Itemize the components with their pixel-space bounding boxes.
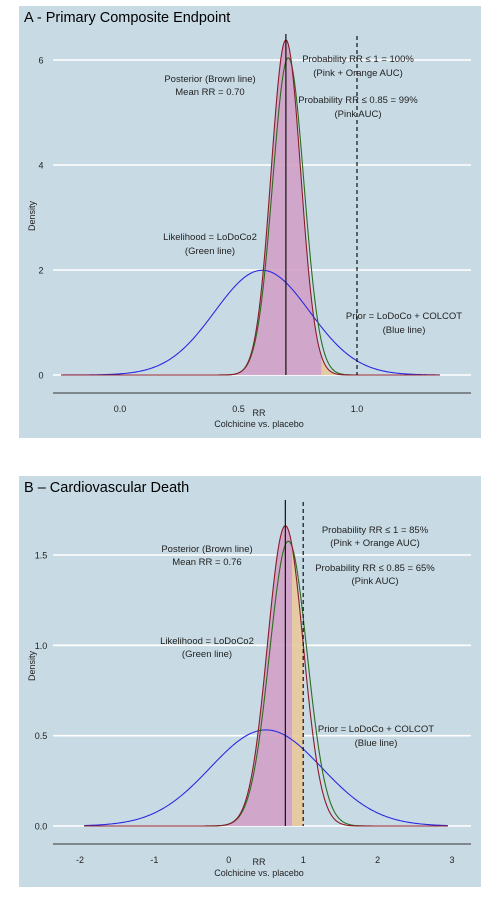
probability-rr1-sub-annotation: (Pink + Orange AUC) <box>330 538 420 549</box>
y-tick-label: 0.5 <box>35 731 48 741</box>
posterior-mean-annotation: Mean RR = 0.70 <box>175 87 244 98</box>
x-tick-label: -1 <box>150 855 158 865</box>
probability-rr1-annotation: Probability RR ≤ 1 = 85% <box>322 525 429 536</box>
prior-sub-annotation: (Blue line) <box>355 738 398 749</box>
chart-title: B – Cardiovascular Death <box>24 480 190 496</box>
prior-annotation: Prior = LoDoCo + COLCOT <box>346 311 462 322</box>
y-tick-label: 0.0 <box>35 822 48 832</box>
orange-auc-area <box>321 356 357 375</box>
likelihood-sub-annotation: (Green line) <box>182 649 232 660</box>
y-tick-label: 2 <box>38 266 43 276</box>
x-tick-label: 1 <box>301 855 306 865</box>
likelihood-annotation: Likelihood = LoDoCo2 <box>163 232 257 243</box>
posterior-annotation: Posterior (Brown line) <box>161 544 252 555</box>
y-axis-label: Density <box>27 650 37 681</box>
y-tick-label: 1.0 <box>35 641 48 651</box>
x-tick-label: 1.0 <box>351 404 364 414</box>
posterior-mean-annotation: Mean RR = 0.76 <box>172 557 241 568</box>
x-tick-label: 3 <box>449 855 454 865</box>
x-axis-label: RR <box>253 408 266 418</box>
likelihood-annotation: Likelihood = LoDoCo2 <box>160 636 254 647</box>
likelihood-sub-annotation: (Green line) <box>185 246 235 257</box>
probability-rr1-sub-annotation: (Pink + Orange AUC) <box>313 68 403 79</box>
probability-rr1-annotation: Probability RR ≤ 1 = 100% <box>302 54 414 65</box>
y-axis-label: Density <box>27 200 37 231</box>
x-axis-label: RR <box>253 857 266 867</box>
chart-title: A - Primary Composite Endpoint <box>24 10 231 26</box>
y-tick-label: 0 <box>38 371 43 381</box>
x-tick-label: 0 <box>226 855 231 865</box>
posterior-annotation: Posterior (Brown line) <box>164 74 255 85</box>
x-axis-label-2: Colchicine vs. placebo <box>214 868 304 878</box>
x-tick-label: 2 <box>375 855 380 865</box>
prior-curve <box>60 269 440 376</box>
prior-sub-annotation: (Blue line) <box>383 325 426 336</box>
y-tick-label: 6 <box>38 56 43 66</box>
x-tick-label: 0.5 <box>232 404 245 414</box>
x-tick-label: 0.0 <box>114 404 127 414</box>
prior-curve <box>84 729 448 827</box>
prior-annotation: Prior = LoDoCo + COLCOT <box>318 724 434 735</box>
y-tick-label: 1.5 <box>35 551 48 561</box>
panel-a: A - Primary Composite Endpoint 0 2 4 6 0.0 0.… <box>19 6 481 438</box>
probability-rr085-sub-annotation: (Pink AUC) <box>352 576 399 587</box>
probability-rr085-sub-annotation: (Pink AUC) <box>335 109 382 120</box>
x-tick-label: -2 <box>76 855 84 865</box>
panel-b: B – Cardiovascular Death 0.0 0.5 1.0 1.5 -2 -… <box>19 476 481 887</box>
pink-auc-area <box>196 525 293 826</box>
x-axis-label-2: Colchicine vs. placebo <box>214 419 304 429</box>
posterior-curve <box>84 525 448 827</box>
probability-rr085-annotation: Probability RR ≤ 0.85 = 65% <box>315 563 435 574</box>
probability-rr085-annotation: Probability RR ≤ 0.85 = 99% <box>298 95 418 106</box>
posterior-curve <box>60 39 440 376</box>
y-tick-label: 4 <box>38 161 43 171</box>
